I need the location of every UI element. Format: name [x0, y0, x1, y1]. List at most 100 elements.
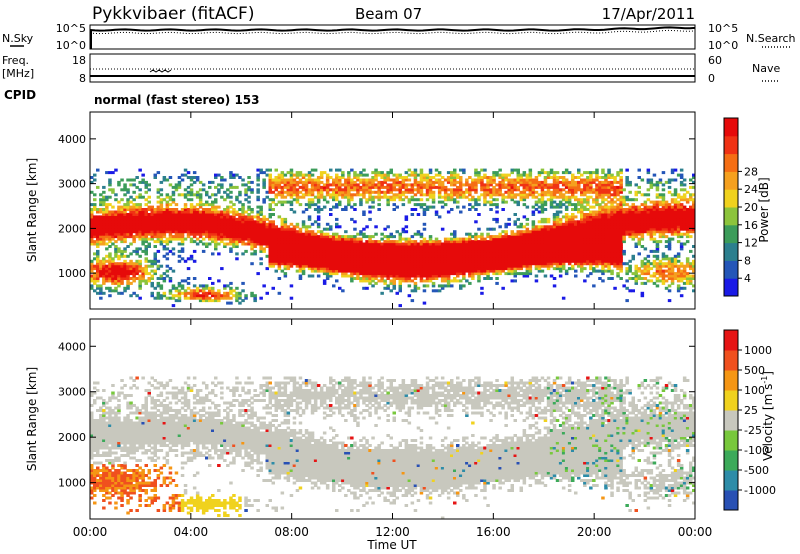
power-cell: [144, 269, 148, 273]
power-cell: [558, 254, 563, 258]
power-cell: [165, 264, 170, 268]
power-cell: [102, 267, 106, 271]
power-cell: [126, 190, 130, 194]
power-cell: [422, 249, 427, 253]
power-cell: [201, 210, 206, 214]
power-cell: [601, 198, 605, 202]
power-cell: [443, 252, 448, 256]
power-cell: [186, 185, 191, 189]
power-cell: [138, 286, 142, 290]
power-cell: [567, 227, 572, 231]
power-cell: [226, 301, 230, 305]
power-cell: [126, 220, 130, 224]
power-cell: [244, 225, 248, 229]
power-cell: [604, 262, 608, 266]
power-cell: [307, 173, 312, 177]
power-cell: [595, 242, 599, 246]
power-cell: [150, 232, 154, 236]
power-cell: [132, 203, 136, 207]
power-cell: [192, 294, 197, 298]
power-cell: [214, 205, 218, 209]
power-cell: [362, 269, 366, 273]
power-cell: [428, 274, 433, 278]
power-cell: [486, 247, 490, 251]
power-cell: [598, 277, 602, 280]
power-cell: [316, 235, 321, 239]
power-cell: [229, 185, 233, 189]
power-cell: [564, 220, 569, 224]
power-cell: [555, 203, 560, 207]
power-cell: [574, 247, 578, 251]
power-cell: [422, 279, 427, 283]
power-cell: [289, 227, 294, 231]
power-cell: [416, 269, 421, 273]
power-cell: [99, 286, 103, 290]
power-cell: [519, 242, 523, 246]
power-cell: [558, 274, 563, 278]
power-cell: [555, 176, 560, 179]
power-cell: [335, 222, 339, 226]
power-cell: [486, 200, 490, 204]
power-cell: [498, 262, 502, 266]
power-cell: [283, 173, 288, 177]
power-cell: [398, 289, 402, 293]
power-cell: [286, 185, 291, 189]
power-cell: [462, 168, 466, 172]
power-cell: [404, 254, 409, 258]
power-cell: [510, 188, 514, 192]
power-cell: [528, 173, 533, 177]
power-cell: [413, 267, 418, 271]
power-cell: [586, 190, 590, 194]
power-cell: [144, 227, 148, 231]
power-cell: [259, 222, 263, 226]
power-cell: [610, 269, 614, 273]
power-cell: [604, 249, 608, 253]
power-cell: [295, 257, 300, 261]
power-cell: [353, 188, 357, 192]
power-cell: [483, 247, 487, 251]
power-cell: [229, 205, 233, 209]
power-cell: [117, 213, 121, 216]
power-cell: [380, 264, 384, 268]
power-cell: [256, 176, 260, 179]
power-cell: [247, 185, 251, 189]
power-cell: [486, 264, 490, 268]
power-cell: [474, 259, 478, 263]
power-cell: [555, 230, 560, 234]
power-cell: [165, 269, 170, 273]
power-cell: [183, 208, 188, 211]
power-cell: [205, 222, 209, 226]
power-cell: [93, 198, 97, 202]
power-cell: [537, 235, 542, 239]
power-cell: [141, 267, 145, 271]
power-cell: [425, 267, 430, 271]
power-cell: [595, 220, 599, 224]
power-cell: [365, 252, 369, 256]
power-cell: [398, 183, 402, 187]
power-cell: [495, 217, 499, 221]
power-cell: [383, 235, 387, 239]
power-cell: [362, 195, 366, 199]
power-cell: [301, 193, 306, 197]
power-cell: [510, 171, 514, 175]
power-cell: [498, 180, 502, 184]
power-cell: [338, 178, 342, 182]
power-cell: [528, 193, 533, 197]
power-cell: [186, 267, 191, 271]
power-cell: [332, 193, 336, 197]
power-cell: [105, 213, 109, 216]
power-cell: [153, 222, 157, 226]
power-cell: [583, 230, 587, 234]
power-cell: [347, 267, 351, 271]
power-cell: [486, 193, 490, 197]
power-cell: [268, 190, 272, 194]
power-cell: [322, 245, 327, 248]
power-cell: [549, 259, 554, 263]
power-cell: [277, 230, 282, 234]
power-cell: [413, 281, 418, 285]
power-cell: [410, 195, 415, 199]
power-cell: [332, 269, 336, 273]
power-cell: [510, 195, 514, 199]
power-cell: [198, 213, 203, 216]
power-cell: [567, 225, 572, 229]
